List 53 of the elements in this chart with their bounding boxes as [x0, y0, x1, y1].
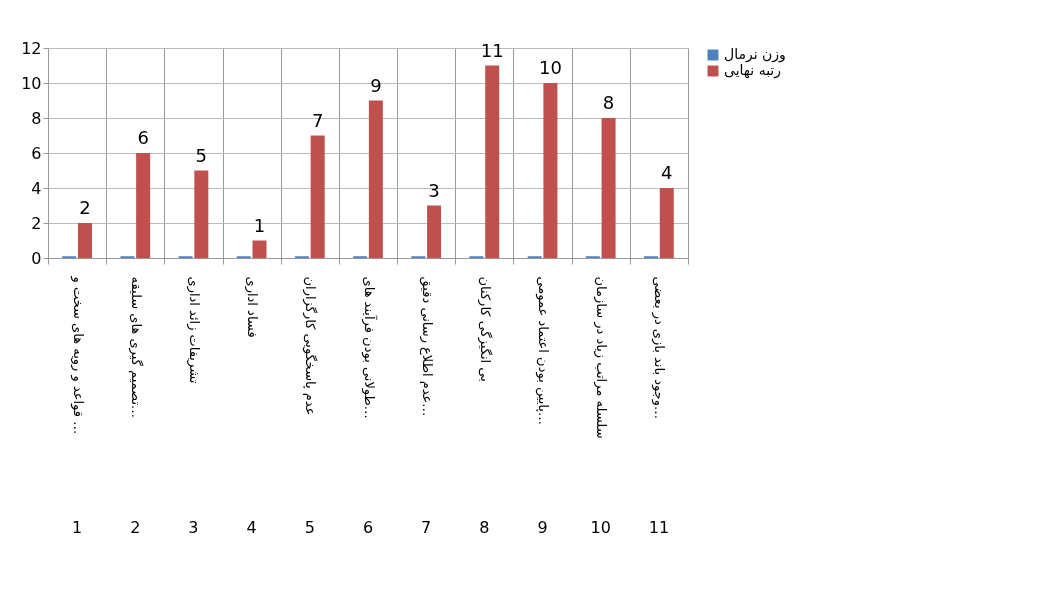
y-tick-label: 4 [31, 178, 42, 198]
x-tick-label: تصمیم گیری های سلیقه… [127, 276, 144, 418]
bar [194, 170, 209, 258]
data-label: 9 [370, 74, 382, 96]
text: 2 [130, 518, 141, 537]
y-tick-label: 12 [21, 38, 42, 58]
data-label: 11 [480, 39, 504, 61]
text: 4 [246, 518, 257, 537]
data-label: 7 [311, 109, 324, 131]
x-tick-label: طولانی بودن فرآیند های… [360, 276, 378, 419]
y-tick-label: 2 [31, 213, 42, 233]
bar [310, 135, 325, 258]
text: 10 [590, 518, 611, 537]
x-tick-label: عدم پاسخگویی کارگزاران [302, 276, 319, 416]
x-tick-label: بی انگیزگی کارکنان [476, 276, 493, 382]
bar [77, 223, 92, 258]
data-label: 8 [602, 92, 615, 113]
x-tick-label: پایین بودن اعتماد عمومی… [535, 276, 552, 425]
text: 3 [188, 518, 199, 537]
legend-label: رتبه نهایی [724, 62, 782, 79]
bar [601, 118, 616, 258]
y-tick-label: 10 [21, 73, 42, 93]
data-label: 10 [538, 57, 562, 78]
bar [485, 65, 500, 258]
x-tick-label: تشریفات زائد اداری [185, 276, 202, 384]
bar [252, 240, 267, 258]
bar [543, 83, 558, 258]
y-tick-label: 6 [31, 143, 42, 163]
y-tick-label: 8 [31, 108, 42, 128]
y-tick-label: 0 [31, 248, 42, 268]
data-label: 5 [195, 144, 208, 166]
legend-label: وزن نرمال [724, 46, 786, 63]
text: 6 [362, 518, 374, 537]
text: 8 [479, 518, 490, 537]
x-tick-label: سلسله مراتب زیاد در سازمان [593, 276, 610, 439]
text: 9 [537, 518, 548, 537]
data-label: 1 [253, 214, 266, 236]
bar [427, 205, 442, 258]
text: 7 [421, 518, 432, 537]
text: 5 [304, 518, 315, 537]
data-label: 6 [137, 127, 149, 148]
x-tick-label: فساد اداری [244, 276, 261, 338]
x-tick-label: قواعد و رویه های سخت و … [69, 275, 86, 435]
text: 11 [648, 518, 670, 537]
x-tick-label: وجود باند بازی در بعضی… [651, 276, 668, 419]
bar [136, 153, 151, 258]
data-label: 2 [79, 197, 91, 218]
bar [368, 100, 383, 258]
text: 1 [72, 518, 83, 537]
x-tick-label: عدم اطلاع رسانی دقیق… [418, 276, 435, 417]
data-label: 3 [428, 179, 440, 201]
bar [659, 188, 674, 258]
data-label: 4 [661, 162, 673, 183]
